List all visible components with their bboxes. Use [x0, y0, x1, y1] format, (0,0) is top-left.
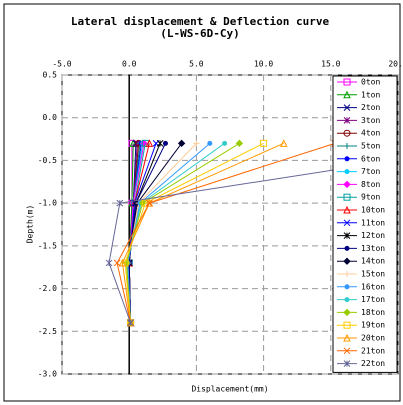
- legend-label: 6ton: [361, 154, 380, 163]
- x-tick-label: 5.0: [189, 60, 204, 69]
- marker: [343, 257, 351, 265]
- legend-label: 14ton: [361, 257, 385, 266]
- legend-label: 19ton: [361, 321, 385, 330]
- marker: [222, 140, 228, 146]
- marker: [126, 318, 135, 327]
- x-tick-label: 15.0: [321, 60, 340, 69]
- legend-label: 9ton: [361, 193, 380, 202]
- marker: [344, 156, 350, 162]
- x-tick-label: 20.0: [388, 60, 403, 69]
- marker: [344, 143, 350, 149]
- marker: [343, 78, 351, 86]
- marker: [343, 333, 351, 342]
- legend-label: 2ton: [361, 103, 380, 112]
- x-tick-label: 0.0: [122, 60, 137, 69]
- marker: [260, 139, 268, 147]
- y-tick-label: 0.5: [43, 71, 58, 80]
- y-tick-label: -1.0: [38, 199, 57, 208]
- legend-label: 10ton: [361, 206, 385, 215]
- marker: [105, 259, 113, 267]
- series-line: [121, 142, 284, 323]
- marker: [344, 245, 350, 251]
- marker: [343, 321, 351, 329]
- y-tick-label: -0.5: [38, 156, 57, 165]
- legend-label: 4ton: [361, 129, 380, 138]
- legend-label: 0ton: [361, 78, 380, 87]
- marker: [344, 169, 350, 175]
- legend-label: 20ton: [361, 334, 385, 343]
- x-tick-label: -5.0: [52, 60, 71, 69]
- legend-label: 18ton: [361, 308, 385, 317]
- legend-label: 8ton: [361, 180, 380, 189]
- marker: [344, 297, 350, 303]
- marker: [207, 140, 213, 146]
- marker: [343, 308, 351, 317]
- marker: [344, 271, 350, 277]
- marker: [343, 193, 351, 201]
- legend-label: 3ton: [361, 116, 380, 125]
- marker: [156, 139, 164, 147]
- y-tick-label: -2.5: [38, 327, 57, 336]
- legend-label: 16ton: [361, 282, 385, 291]
- marker: [127, 319, 134, 327]
- series-line: [108, 159, 398, 323]
- chart-subtitle: (L-WS-6D-Cy): [160, 27, 239, 40]
- marker: [235, 139, 244, 148]
- legend-label: 11ton: [361, 218, 385, 227]
- legend-label: 12ton: [361, 231, 385, 240]
- marker: [343, 219, 351, 227]
- marker: [343, 360, 351, 367]
- marker: [343, 117, 351, 124]
- plot-layer: [105, 139, 398, 327]
- marker: [118, 258, 127, 267]
- marker: [343, 129, 351, 137]
- marker: [146, 199, 153, 207]
- marker: [343, 180, 351, 189]
- series-line: [126, 142, 240, 323]
- legend-label: 7ton: [361, 167, 380, 176]
- marker: [116, 199, 124, 207]
- marker: [177, 139, 186, 148]
- x-axis-label: Displacement(mm): [191, 385, 268, 394]
- y-tick-label: -1.5: [38, 241, 57, 250]
- legend-label: 15ton: [361, 270, 385, 279]
- series-line: [116, 142, 335, 323]
- legend-label: 22ton: [361, 359, 385, 368]
- marker: [343, 205, 351, 214]
- chart-title: Lateral displacement & Deflection curve: [71, 15, 330, 28]
- series-line: [124, 142, 264, 323]
- legend-label: 17ton: [361, 295, 385, 304]
- y-axis-label: Depth(m): [26, 205, 35, 244]
- marker: [113, 259, 121, 267]
- marker: [343, 232, 351, 239]
- frame: [3, 3, 401, 402]
- marker: [344, 284, 350, 290]
- legend-label: 13ton: [361, 244, 385, 253]
- legend-label: 21ton: [361, 346, 385, 355]
- y-tick-label: -2.0: [38, 284, 57, 293]
- x-tick-label: 10.0: [254, 60, 273, 69]
- marker: [343, 347, 351, 355]
- legend-label: 1ton: [361, 90, 380, 99]
- marker: [162, 140, 168, 146]
- marker: [343, 90, 351, 99]
- y-tick-label: -3.0: [38, 370, 57, 379]
- marker: [145, 139, 154, 147]
- marker: [343, 104, 351, 111]
- marker: [193, 140, 200, 147]
- marker: [279, 139, 288, 147]
- y-tick-label: 0.0: [43, 113, 58, 122]
- legend-label: 5ton: [361, 142, 380, 151]
